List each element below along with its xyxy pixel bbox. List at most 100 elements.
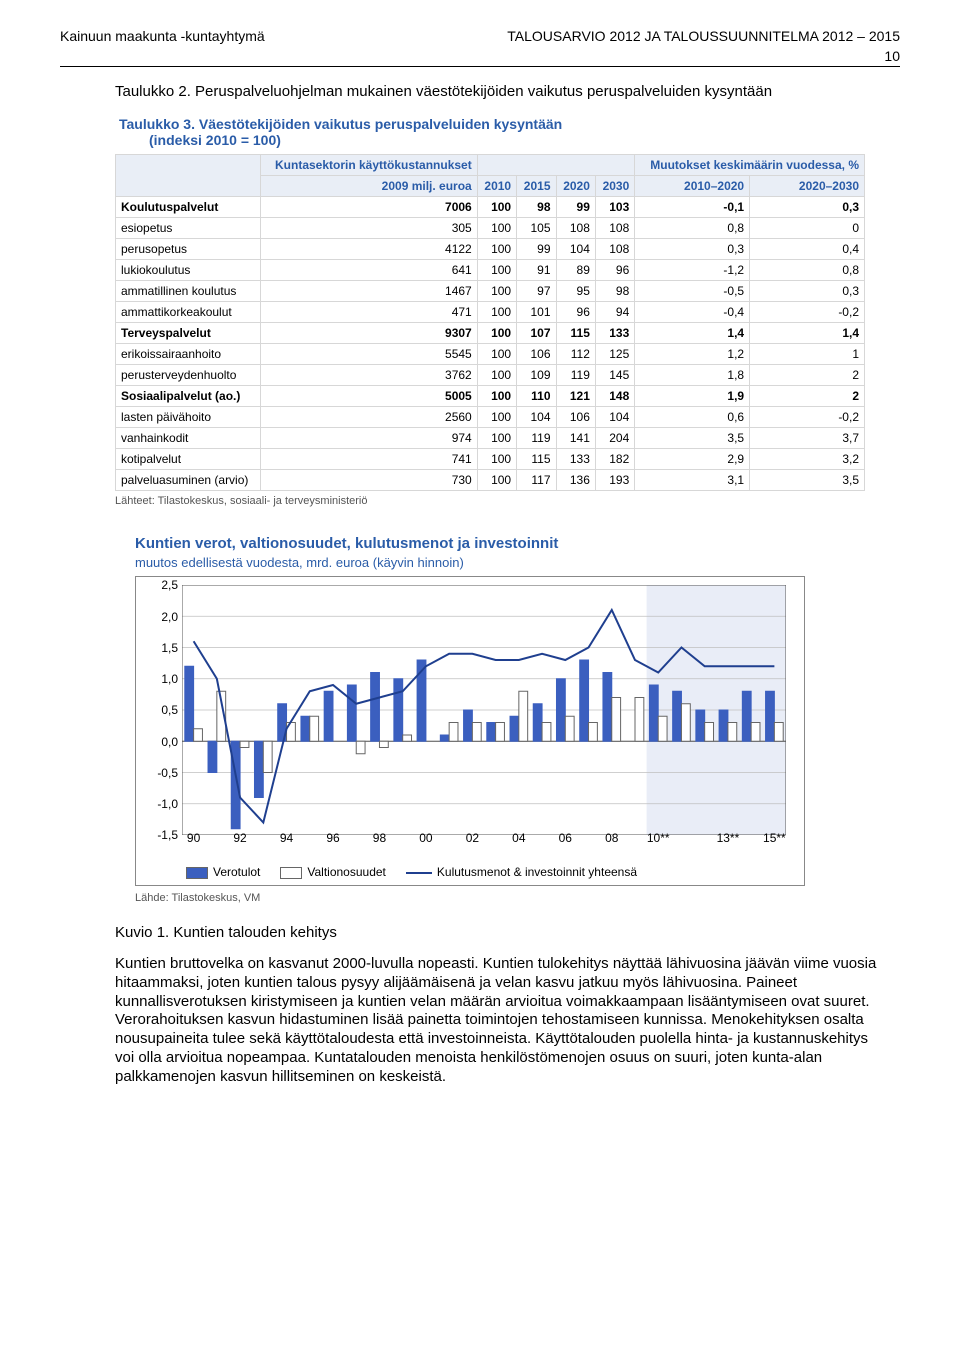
- cell: 101: [517, 301, 556, 322]
- x-tick: 08: [605, 831, 618, 845]
- cell: 100: [477, 217, 516, 238]
- row-label: lukiokoulutus: [116, 259, 261, 280]
- cell: 730: [260, 469, 477, 490]
- cell: 5005: [260, 385, 477, 406]
- row-label: Terveyspalvelut: [116, 322, 261, 343]
- y-tick: 0,5: [140, 703, 178, 717]
- kuvio1-paragraph: Kuntien bruttovelka on kasvanut 2000-luv…: [115, 955, 890, 1086]
- row-label: lasten päivähoito: [116, 406, 261, 427]
- cell: 119: [556, 364, 595, 385]
- y-tick: -0,5: [140, 766, 178, 780]
- cell: 0,6: [635, 406, 750, 427]
- cell: 103: [595, 196, 634, 217]
- cell: 2560: [260, 406, 477, 427]
- chart: Kuntien verot, valtionosuudet, kulutusme…: [135, 535, 805, 905]
- cell: 100: [477, 238, 516, 259]
- col-7: 2020–2030: [750, 175, 865, 196]
- cell: 109: [517, 364, 556, 385]
- cell: 117: [517, 469, 556, 490]
- cell: 641: [260, 259, 477, 280]
- legend-verotulot: Verotulot: [213, 865, 260, 879]
- row-label: Koulutuspalvelut: [116, 196, 261, 217]
- cell: 0,3: [750, 196, 865, 217]
- cell: 98: [517, 196, 556, 217]
- cell: 95: [556, 280, 595, 301]
- doc-org: Kainuun maakunta -kuntayhtymä: [60, 28, 265, 44]
- cell: 3,7: [750, 427, 865, 448]
- cell: -0,1: [635, 196, 750, 217]
- cell: 106: [517, 343, 556, 364]
- cell: 0,3: [750, 280, 865, 301]
- cell: 107: [517, 322, 556, 343]
- row-label: ammattikorkeakoulut: [116, 301, 261, 322]
- chart-legend: Verotulot Valtionosuudet Kulutusmenot & …: [186, 865, 796, 879]
- y-tick: 2,5: [140, 578, 178, 592]
- cell: 1,9: [635, 385, 750, 406]
- cell: 108: [595, 238, 634, 259]
- row-label: palveluasuminen (arvio): [116, 469, 261, 490]
- x-tick: 94: [280, 831, 293, 845]
- cell: 125: [595, 343, 634, 364]
- cell: 193: [595, 469, 634, 490]
- cell: 100: [477, 259, 516, 280]
- x-tick: 13**: [717, 831, 740, 845]
- cell: 136: [556, 469, 595, 490]
- cell: -0,4: [635, 301, 750, 322]
- cell: -0,5: [635, 280, 750, 301]
- cell: 94: [595, 301, 634, 322]
- cell: 182: [595, 448, 634, 469]
- cell: 305: [260, 217, 477, 238]
- cell: 100: [477, 385, 516, 406]
- col-6: 2010–2020: [635, 175, 750, 196]
- cell: 7006: [260, 196, 477, 217]
- cell: 106: [556, 406, 595, 427]
- cell: 204: [595, 427, 634, 448]
- cell: -0,2: [750, 406, 865, 427]
- cell: 89: [556, 259, 595, 280]
- cell: -0,2: [750, 301, 865, 322]
- cell: 3,5: [750, 469, 865, 490]
- y-tick: -1,0: [140, 797, 178, 811]
- row-label: perusterveydenhuolto: [116, 364, 261, 385]
- page-number: 10: [60, 48, 900, 64]
- col-5: 2030: [595, 175, 634, 196]
- cell: 1,2: [635, 343, 750, 364]
- cell: 2: [750, 385, 865, 406]
- chart-plot: [182, 585, 786, 835]
- cell: 100: [477, 301, 516, 322]
- cell: 100: [477, 280, 516, 301]
- cell: 115: [556, 322, 595, 343]
- chart-title-1: Kuntien verot, valtionosuudet, kulutusme…: [135, 535, 558, 552]
- row-label: esiopetus: [116, 217, 261, 238]
- cell: 1467: [260, 280, 477, 301]
- legend-line: Kulutusmenot & investoinnit yhteensä: [437, 865, 637, 879]
- cell: 104: [595, 406, 634, 427]
- cell: 100: [477, 322, 516, 343]
- table3-title: Taulukko 3. Väestötekijöiden vaikutus pe…: [115, 112, 865, 132]
- table3-source: Lähteet: Tilastokeskus, sosiaali- ja ter…: [115, 495, 865, 507]
- x-tick: 04: [512, 831, 525, 845]
- table3-subtitle: (indeksi 2010 = 100): [115, 132, 865, 154]
- y-tick: 1,0: [140, 672, 178, 686]
- cell: 99: [556, 196, 595, 217]
- row-label: kotipalvelut: [116, 448, 261, 469]
- cell: 0: [750, 217, 865, 238]
- x-tick: 90: [187, 831, 200, 845]
- cell: 148: [595, 385, 634, 406]
- cell: 1: [750, 343, 865, 364]
- col-group-1: Kuntasektorin käyttökustannukset: [260, 154, 477, 175]
- cell: 96: [556, 301, 595, 322]
- cell: 471: [260, 301, 477, 322]
- cell: 9307: [260, 322, 477, 343]
- cell: 0,8: [750, 259, 865, 280]
- cell: 2,9: [635, 448, 750, 469]
- cell: 145: [595, 364, 634, 385]
- cell: 2: [750, 364, 865, 385]
- y-tick: 0,0: [140, 735, 178, 749]
- cell: 1,4: [750, 322, 865, 343]
- chart-title-2: muutos edellisestä vuodesta, mrd. euroa …: [135, 555, 464, 570]
- cell: 0,8: [635, 217, 750, 238]
- cell: 0,4: [750, 238, 865, 259]
- cell: 100: [477, 469, 516, 490]
- table3: Taulukko 3. Väestötekijöiden vaikutus pe…: [115, 112, 865, 507]
